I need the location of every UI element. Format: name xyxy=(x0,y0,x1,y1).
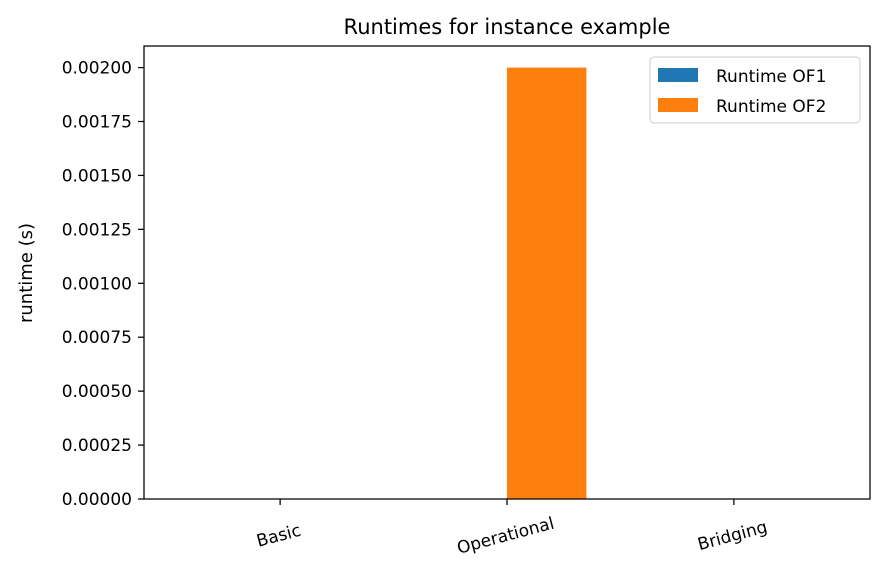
legend-swatch-runtime-of2 xyxy=(658,98,698,112)
y-tick-label: 0.00175 xyxy=(62,113,132,133)
plot-area xyxy=(507,67,587,499)
y-tick-label: 0.00000 xyxy=(62,490,132,510)
legend-label-runtime-of1: Runtime OF1 xyxy=(716,67,826,87)
legend-box xyxy=(649,56,861,124)
y-tick-label: 0.00025 xyxy=(62,436,132,456)
legend-label-runtime-of2: Runtime OF2 xyxy=(716,97,826,117)
x-tick-label-basic: Basic xyxy=(255,521,304,552)
x-tick-label-bridging: Bridging xyxy=(696,517,770,555)
y-tick-label: 0.00150 xyxy=(62,166,132,186)
legend: Runtime OF1 Runtime OF2 xyxy=(649,56,861,124)
chart-title: Runtimes for instance example xyxy=(344,15,671,39)
y-tick-label: 0.00100 xyxy=(62,274,132,294)
y-tick-label: 0.00050 xyxy=(62,382,132,402)
y-tick-label: 0.00075 xyxy=(62,328,132,348)
bar-runtime-of2-operational xyxy=(507,67,587,499)
legend-swatch-runtime-of1 xyxy=(658,68,698,82)
y-tick-label: 0.00125 xyxy=(62,220,132,240)
y-axis-label: runtime (s) xyxy=(16,223,37,323)
y-tick-label: 0.00200 xyxy=(62,59,132,79)
x-tick-label-operational: Operational xyxy=(455,514,557,559)
